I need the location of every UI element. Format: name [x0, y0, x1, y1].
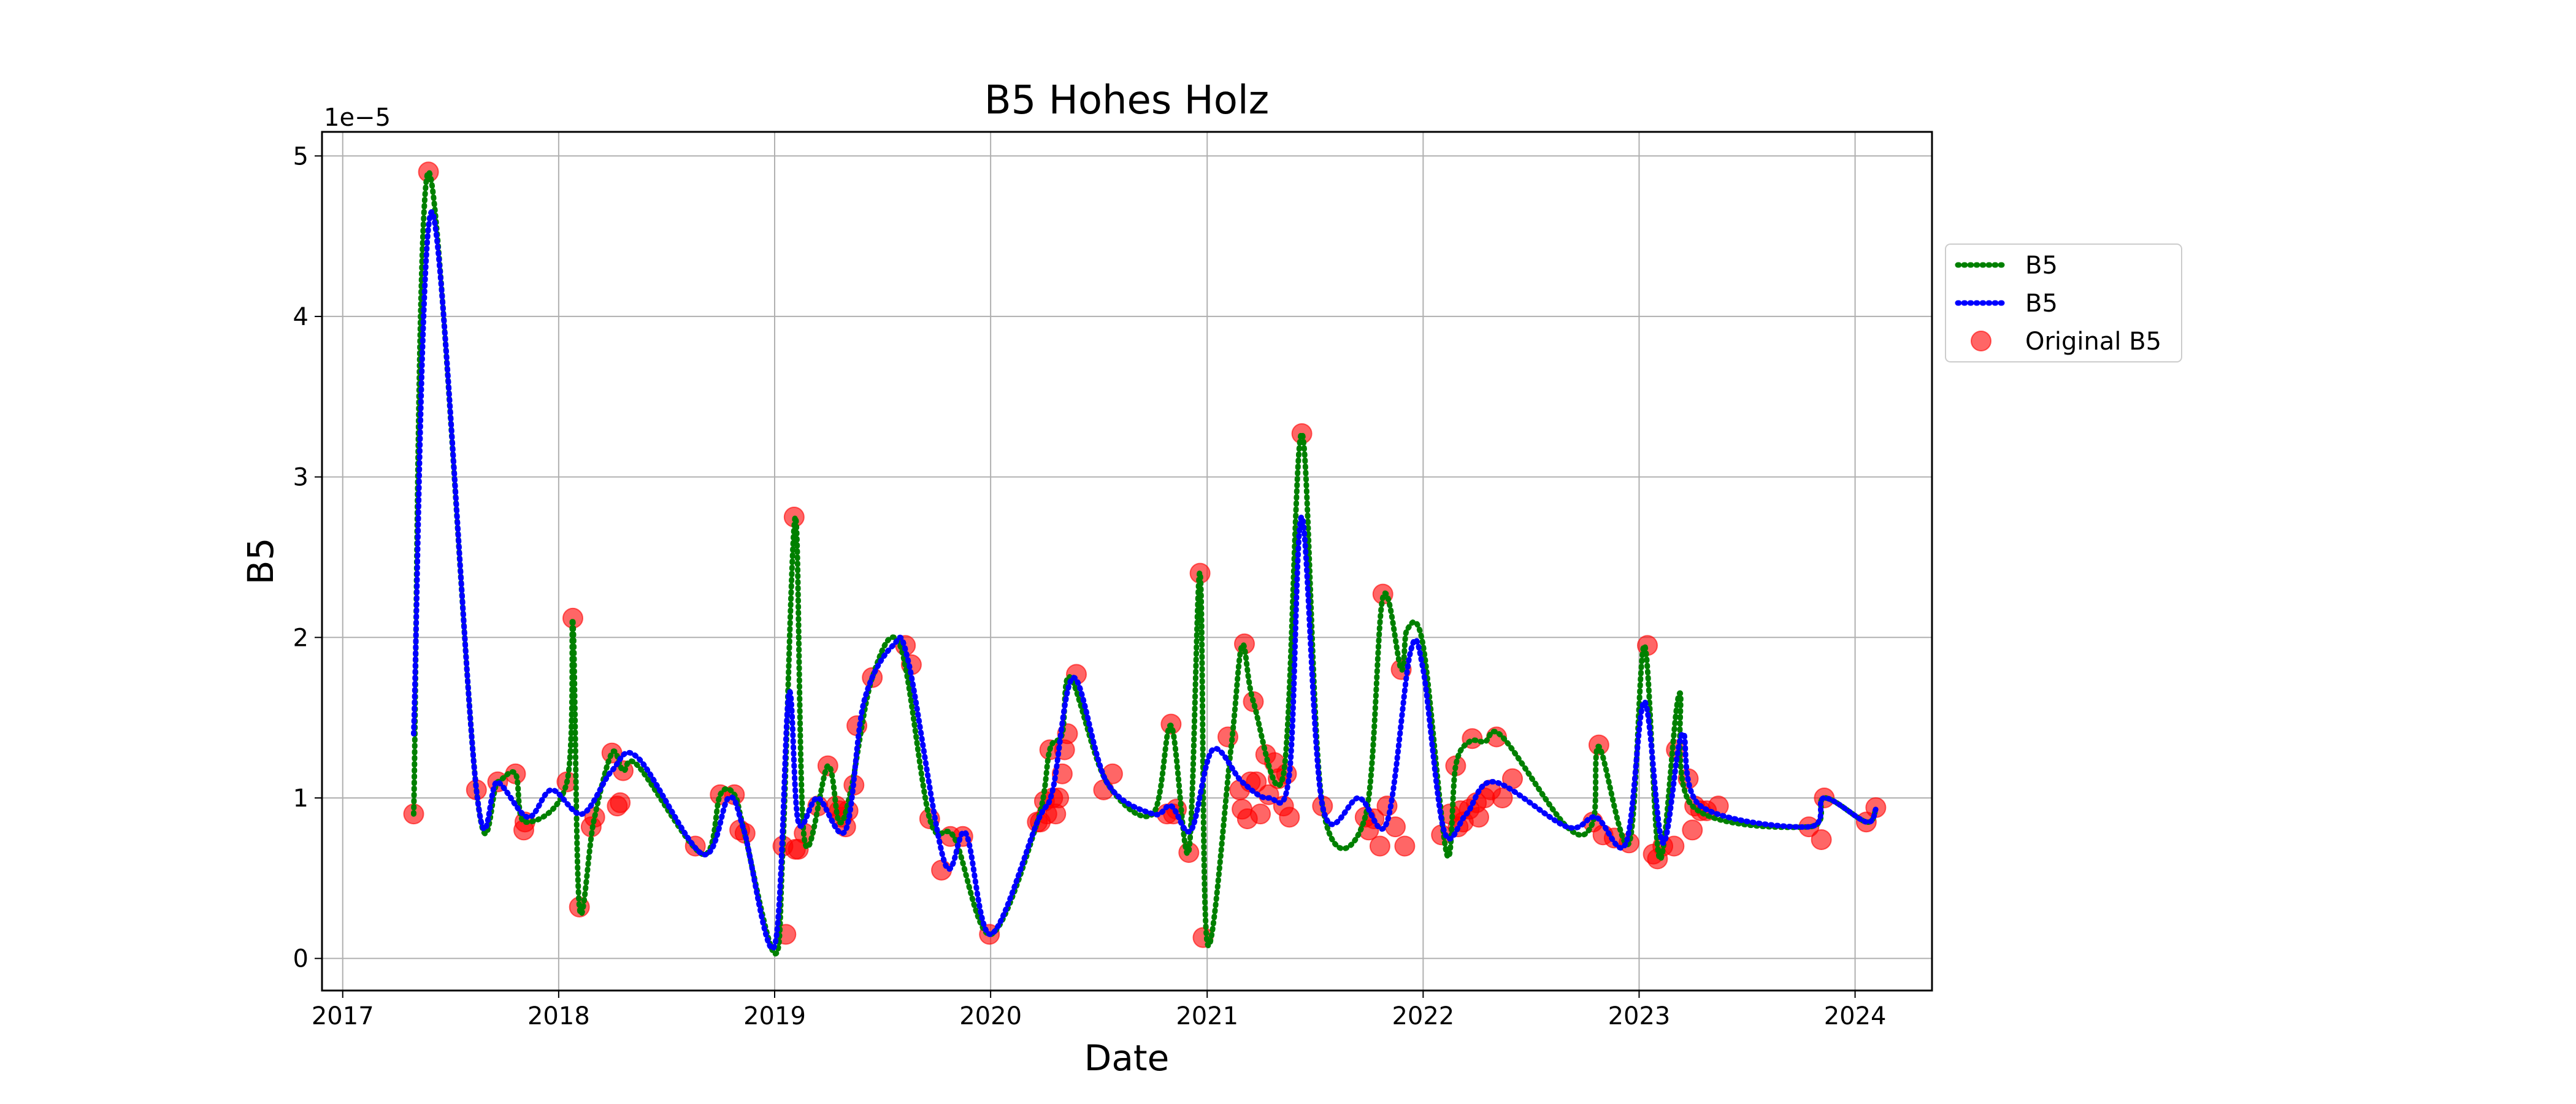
data-point-original-b5	[1811, 829, 1832, 850]
y-tick-label: 4	[293, 303, 309, 331]
series-line-b5-blue	[411, 209, 1879, 951]
y-tick-label: 2	[293, 624, 309, 652]
data-point-original-b5	[1682, 819, 1703, 841]
data-point-original-b5	[1394, 835, 1416, 857]
x-tick-label: 2018	[527, 1002, 590, 1030]
y-tick-label: 1	[293, 784, 309, 813]
data-point-original-b5	[1217, 726, 1238, 748]
grid	[322, 132, 1932, 991]
x-tick-label: 2019	[743, 1002, 806, 1030]
chart-title: B5 Hohes Holz	[984, 78, 1270, 123]
data-point-original-b5	[1250, 803, 1271, 825]
data-point-original-b5	[1369, 835, 1390, 857]
legend-label: B5	[2025, 251, 2058, 280]
legend-box	[1945, 243, 2182, 362]
data-point-original-b5	[610, 792, 631, 813]
y-tick-label: 0	[293, 945, 309, 973]
y-offset-label: 1e−5	[324, 104, 391, 132]
x-axis-label: Date	[1084, 1037, 1170, 1079]
legend-label: Original B5	[2025, 328, 2161, 356]
x-tick-label: 2022	[1392, 1002, 1454, 1030]
ticks: 2017 2018 2019 2020 2021 2022 2023 2024 0 1 2 3 4 5	[293, 142, 1887, 1030]
series-layer	[403, 161, 1887, 957]
y-tick-label: 3	[293, 464, 309, 492]
x-tick-label: 2023	[1608, 1002, 1671, 1030]
data-point-original-b5	[1279, 807, 1300, 828]
x-tick-label: 2017	[312, 1002, 374, 1030]
legend-label: B5	[2025, 289, 2058, 318]
data-point-original-b5	[1492, 788, 1513, 808]
y-tick-label: 5	[293, 142, 309, 171]
legend-swatch-marker	[1971, 331, 1991, 351]
series-line-b5-green	[411, 169, 1879, 957]
legend: B5 B5 Original B5	[1945, 243, 2182, 362]
data-point-original-b5	[1468, 807, 1489, 828]
plot-frame	[321, 131, 1933, 992]
x-tick-label: 2020	[959, 1002, 1022, 1030]
y-axis-label: B5	[240, 538, 282, 585]
x-tick-label: 2024	[1824, 1002, 1887, 1030]
x-tick-label: 2021	[1176, 1002, 1238, 1030]
